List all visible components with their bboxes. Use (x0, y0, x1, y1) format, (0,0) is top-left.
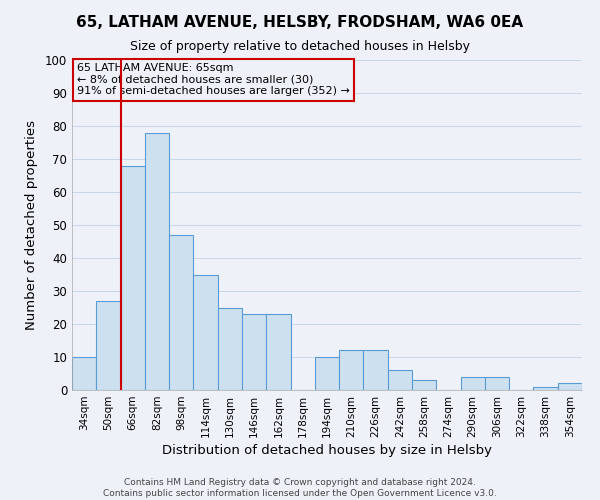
Text: 65, LATHAM AVENUE, HELSBY, FRODSHAM, WA6 0EA: 65, LATHAM AVENUE, HELSBY, FRODSHAM, WA6… (76, 15, 524, 30)
Bar (485, 377, 509, 390)
Text: Contains HM Land Registry data © Crown copyright and database right 2024.
Contai: Contains HM Land Registry data © Crown c… (103, 478, 497, 498)
Bar (339, 350, 364, 390)
Bar (266, 314, 290, 390)
Bar (145, 132, 169, 390)
X-axis label: Distribution of detached houses by size in Helsby: Distribution of detached houses by size … (162, 444, 492, 457)
Text: 65 LATHAM AVENUE: 65sqm
← 8% of detached houses are smaller (30)
91% of semi-det: 65 LATHAM AVENUE: 65sqm ← 8% of detached… (77, 64, 350, 96)
Bar (242, 314, 266, 390)
Bar (461, 377, 485, 390)
Bar (72, 357, 96, 390)
Bar (218, 308, 242, 390)
Bar (558, 384, 582, 390)
Y-axis label: Number of detached properties: Number of detached properties (25, 120, 38, 330)
Bar (315, 357, 339, 390)
Bar (533, 386, 558, 390)
Bar (412, 380, 436, 390)
Bar (169, 235, 193, 390)
Bar (193, 274, 218, 390)
Bar (388, 370, 412, 390)
Bar (96, 301, 121, 390)
Text: Size of property relative to detached houses in Helsby: Size of property relative to detached ho… (130, 40, 470, 53)
Bar (364, 350, 388, 390)
Bar (121, 166, 145, 390)
